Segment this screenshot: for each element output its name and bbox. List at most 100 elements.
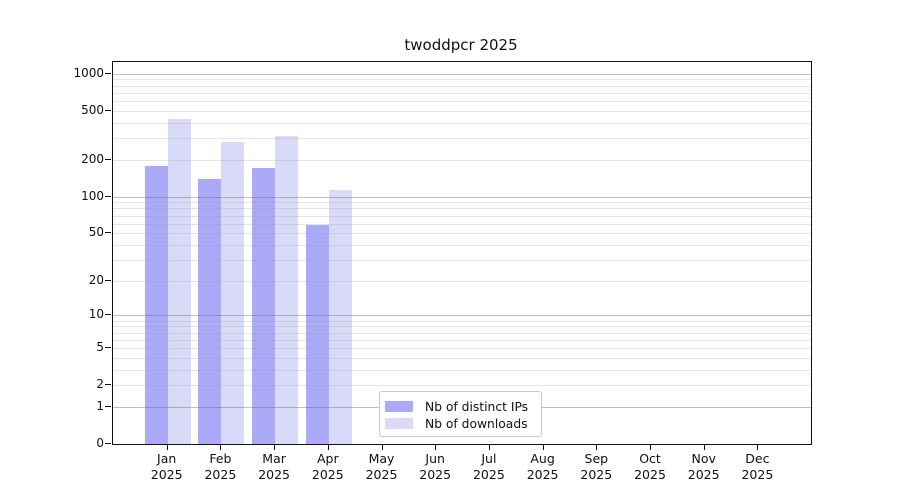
year-label: 2025 — [258, 466, 290, 482]
y-tick-mark — [105, 443, 111, 444]
y-tick-mark — [105, 109, 111, 111]
month-label: Jul — [481, 451, 497, 466]
y-tick-mark — [105, 279, 111, 281]
y-tick-mark — [105, 384, 111, 386]
month-label: Dec — [745, 451, 770, 466]
gridline-minor — [113, 85, 811, 87]
gridline-minor — [113, 357, 811, 359]
x-tick-mark — [757, 444, 759, 450]
y-tick-mark — [105, 346, 111, 348]
y-tick-label: 0 — [96, 436, 104, 450]
x-tick-label-jan: Jan 2025 — [137, 451, 197, 482]
x-tick-label-jul: Jul 2025 — [459, 451, 519, 482]
gridline-decade — [113, 73, 811, 75]
gridline-minor — [113, 101, 811, 103]
year-label: 2025 — [311, 466, 344, 482]
bar-mar-distinct-ips — [252, 167, 276, 444]
y-tick-mark — [105, 72, 111, 74]
bar-mar-downloads — [275, 135, 299, 444]
bar-jan-downloads — [167, 118, 191, 444]
gridline-minor — [113, 159, 811, 161]
y-tick-mark — [105, 158, 111, 160]
gridline-minor — [113, 122, 811, 124]
month-label: May — [368, 451, 395, 466]
gridline-minor — [113, 223, 811, 225]
month-label: Apr — [316, 451, 339, 466]
plot-area — [112, 61, 812, 445]
x-tick-mark — [596, 444, 598, 450]
gridline-minor — [113, 92, 811, 94]
gridline-minor — [113, 215, 811, 217]
y-tick-label: 1000 — [73, 65, 104, 80]
x-tick-mark — [166, 444, 168, 450]
month-label: Jan — [157, 451, 177, 466]
year-label: 2025 — [204, 466, 237, 482]
legend-label-downloads: Nb of downloads — [425, 416, 528, 431]
month-label: Oct — [639, 451, 661, 466]
chart-title: twoddpcr 2025 — [404, 36, 518, 54]
year-label: 2025 — [150, 466, 183, 482]
year-label: 2025 — [687, 466, 720, 482]
gridline-minor — [113, 347, 811, 349]
y-tick-label: 500 — [81, 102, 104, 117]
x-tick-label-may: May 2025 — [352, 451, 412, 482]
gridline-decade — [113, 196, 811, 198]
gridline-minor — [113, 369, 811, 371]
gridline-minor — [113, 259, 811, 261]
legend-label-distinct-ips: Nb of distinct IPs — [425, 399, 529, 414]
y-tick-label: 100 — [81, 188, 104, 203]
y-tick-mark — [105, 195, 111, 197]
gridline-minor — [113, 385, 811, 387]
x-tick-label-apr: Apr 2025 — [298, 451, 358, 482]
y-tick-label: 5 — [96, 339, 104, 354]
x-tick-label-jun: Jun 2025 — [405, 451, 465, 482]
distinct-ips-swatch-icon — [385, 401, 413, 412]
x-tick-mark — [650, 444, 651, 450]
legend-row-distinct-ips: Nb of distinct IPs — [385, 398, 541, 415]
gridline-minor — [113, 202, 811, 204]
x-tick-mark — [542, 444, 544, 450]
gridline-minor — [113, 79, 811, 81]
y-tick-label: 10 — [88, 307, 104, 322]
x-tick-label-feb: Feb 2025 — [190, 451, 250, 482]
year-label: 2025 — [365, 466, 398, 482]
year-label: 2025 — [634, 466, 666, 482]
gridline-minor — [113, 233, 811, 235]
y-tick-label: 200 — [81, 151, 104, 166]
month-label: Nov — [691, 451, 716, 466]
x-tick-mark — [435, 444, 437, 450]
month-label: Aug — [530, 451, 555, 466]
bar-apr-distinct-ips — [305, 225, 329, 444]
y-tick-label: 20 — [88, 272, 104, 287]
gridline-minor — [113, 110, 811, 112]
year-label: 2025 — [580, 466, 613, 482]
x-tick-mark — [703, 444, 705, 450]
gridline-minor — [113, 339, 811, 341]
x-tick-label-oct: Oct 2025 — [620, 451, 680, 482]
gridline-minor — [113, 332, 811, 334]
gridline-minor — [113, 244, 811, 246]
legend-row-downloads: Nb of downloads — [385, 415, 541, 432]
x-tick-mark — [274, 444, 276, 450]
x-tick-mark — [220, 444, 222, 450]
x-tick-label-sep: Sep 2025 — [566, 451, 626, 482]
y-tick-label: 50 — [88, 225, 104, 240]
gridline-decade — [113, 315, 811, 317]
year-label: 2025 — [472, 466, 505, 482]
month-label: Sep — [584, 451, 609, 466]
month-label: Feb — [209, 451, 232, 466]
x-tick-mark — [488, 444, 490, 450]
y-tick-label: 1 — [96, 398, 104, 413]
bar-jan-distinct-ips — [144, 166, 168, 444]
gridline-minor — [113, 280, 811, 282]
bar-apr-downloads — [328, 189, 352, 444]
year-label: 2025 — [741, 466, 774, 482]
bar-feb-distinct-ips — [198, 178, 222, 444]
legend: Nb of distinct IPs Nb of downloads — [379, 391, 542, 437]
x-tick-label-aug: Aug 2025 — [513, 451, 573, 482]
gridline-minor — [113, 208, 811, 210]
year-label: 2025 — [526, 466, 559, 482]
gridline-minor — [113, 326, 811, 328]
x-tick-mark — [381, 444, 383, 450]
